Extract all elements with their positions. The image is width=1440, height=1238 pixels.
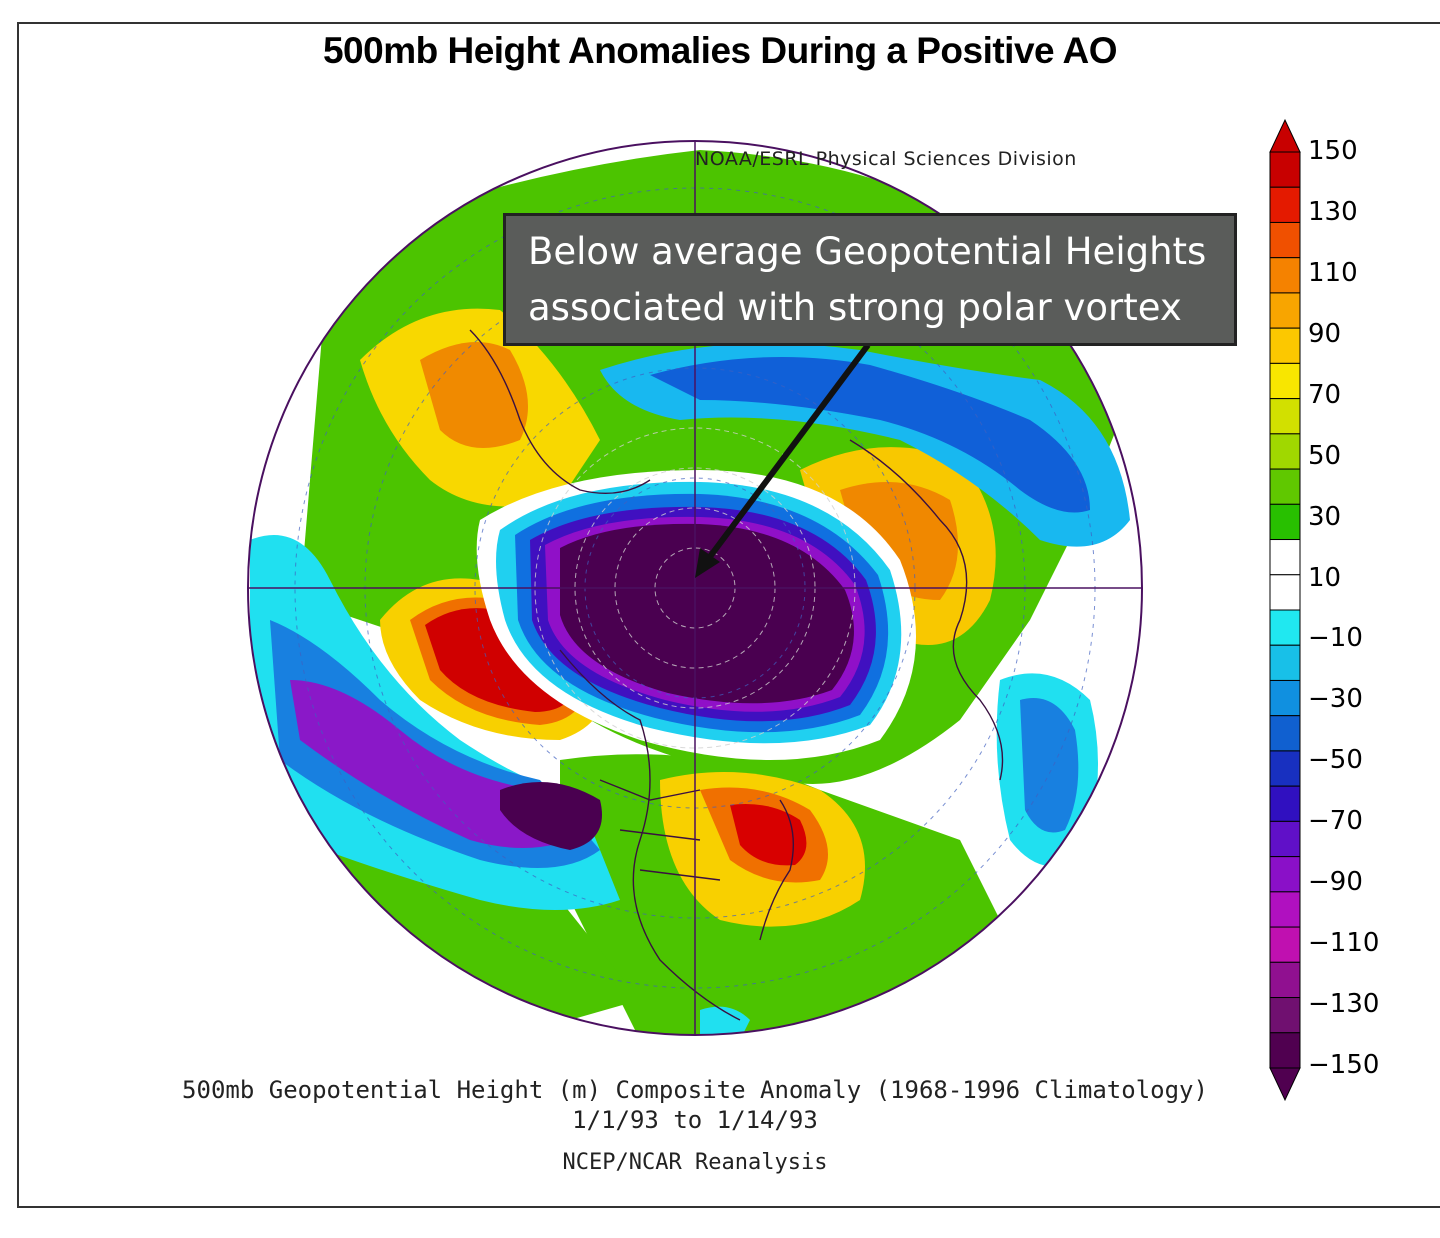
colorbar-swatch (1269, 715, 1301, 752)
colorbar-tick-label: −30 (1308, 684, 1363, 715)
colorbar-swatch (1269, 151, 1301, 188)
colorbar-top-arrow (1269, 118, 1301, 153)
colorbar-swatch (1269, 750, 1301, 787)
colorbar-swatch (1269, 679, 1301, 717)
colorbar-tick-label: 30 (1308, 501, 1342, 532)
colorbar-tick-label: 130 (1308, 196, 1358, 227)
colorbar-swatch (1269, 644, 1301, 681)
colorbar-swatch (1269, 820, 1301, 858)
colorbar-swatch (1269, 292, 1301, 329)
colorbar-tick-label: −70 (1308, 806, 1363, 837)
colorbar-swatch (1269, 961, 1301, 999)
colorbar-tick-label: −10 (1308, 623, 1363, 654)
callout-line-2: associated with strong polar vortex (528, 286, 1182, 329)
colorbar-swatch (1269, 856, 1301, 893)
colorbar-swatch (1269, 574, 1301, 611)
colorbar-tick-label: −90 (1308, 867, 1363, 898)
colorbar-tick-label: 10 (1308, 562, 1342, 593)
colorbar-tick-label: 90 (1308, 318, 1342, 349)
colorbar-swatch (1269, 785, 1301, 822)
caption-date-range: 1/1/93 to 1/14/93 (572, 1106, 818, 1134)
colorbar (1269, 118, 1301, 1102)
colorbar-tick-label: −130 (1308, 989, 1380, 1020)
colorbar-swatch (1269, 433, 1301, 470)
colorbar-tick-label: −50 (1308, 745, 1363, 776)
colorbar-swatch (1269, 926, 1301, 963)
annotation-callout: Below average Geopotential Heights assoc… (503, 213, 1237, 346)
map-title: 500mb Height Anomalies During a Positive… (322, 30, 1118, 71)
caption-dataset: NCEP/NCAR Reanalysis (562, 1150, 828, 1175)
colorbar-swatch (1269, 468, 1301, 505)
colorbar-tick-label: 150 (1308, 136, 1358, 166)
colorbar-swatch (1269, 609, 1301, 646)
callout-arrow (703, 343, 871, 564)
callout-line-1: Below average Geopotential Heights (528, 230, 1207, 273)
colorbar-swatch (1269, 327, 1301, 364)
colorbar-swatch (1269, 997, 1301, 1034)
colorbar-swatch (1269, 398, 1301, 435)
colorbar-swatch (1269, 503, 1301, 541)
colorbar-swatch (1269, 186, 1301, 223)
colorbar-tick-label: 110 (1308, 257, 1358, 288)
colorbar-bottom-arrow (1269, 1067, 1301, 1102)
colorbar-swatch (1269, 539, 1301, 576)
colorbar-tick-label: −110 (1308, 928, 1380, 959)
colorbar-swatch (1269, 257, 1301, 294)
colorbar-tick-label: 70 (1308, 379, 1342, 410)
caption-description: 500mb Geopotential Height (m) Composite … (182, 1076, 1208, 1104)
colorbar-tick-label: −150 (1308, 1050, 1380, 1080)
colorbar-swatch (1269, 362, 1301, 400)
map-boundary (247, 140, 1143, 1036)
colorbar-tick-label: 50 (1308, 440, 1342, 471)
data-source-credit: NOAA/ESRL Physical Sciences Division (695, 148, 1077, 170)
callout-arrowhead (695, 548, 720, 578)
colorbar-swatch (1269, 1032, 1301, 1069)
colorbar-swatch (1269, 891, 1301, 928)
colorbar-swatch (1269, 221, 1301, 259)
